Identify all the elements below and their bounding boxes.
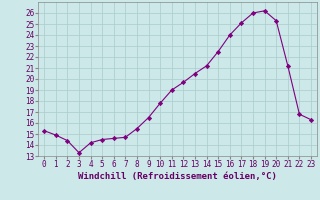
X-axis label: Windchill (Refroidissement éolien,°C): Windchill (Refroidissement éolien,°C) [78,172,277,181]
